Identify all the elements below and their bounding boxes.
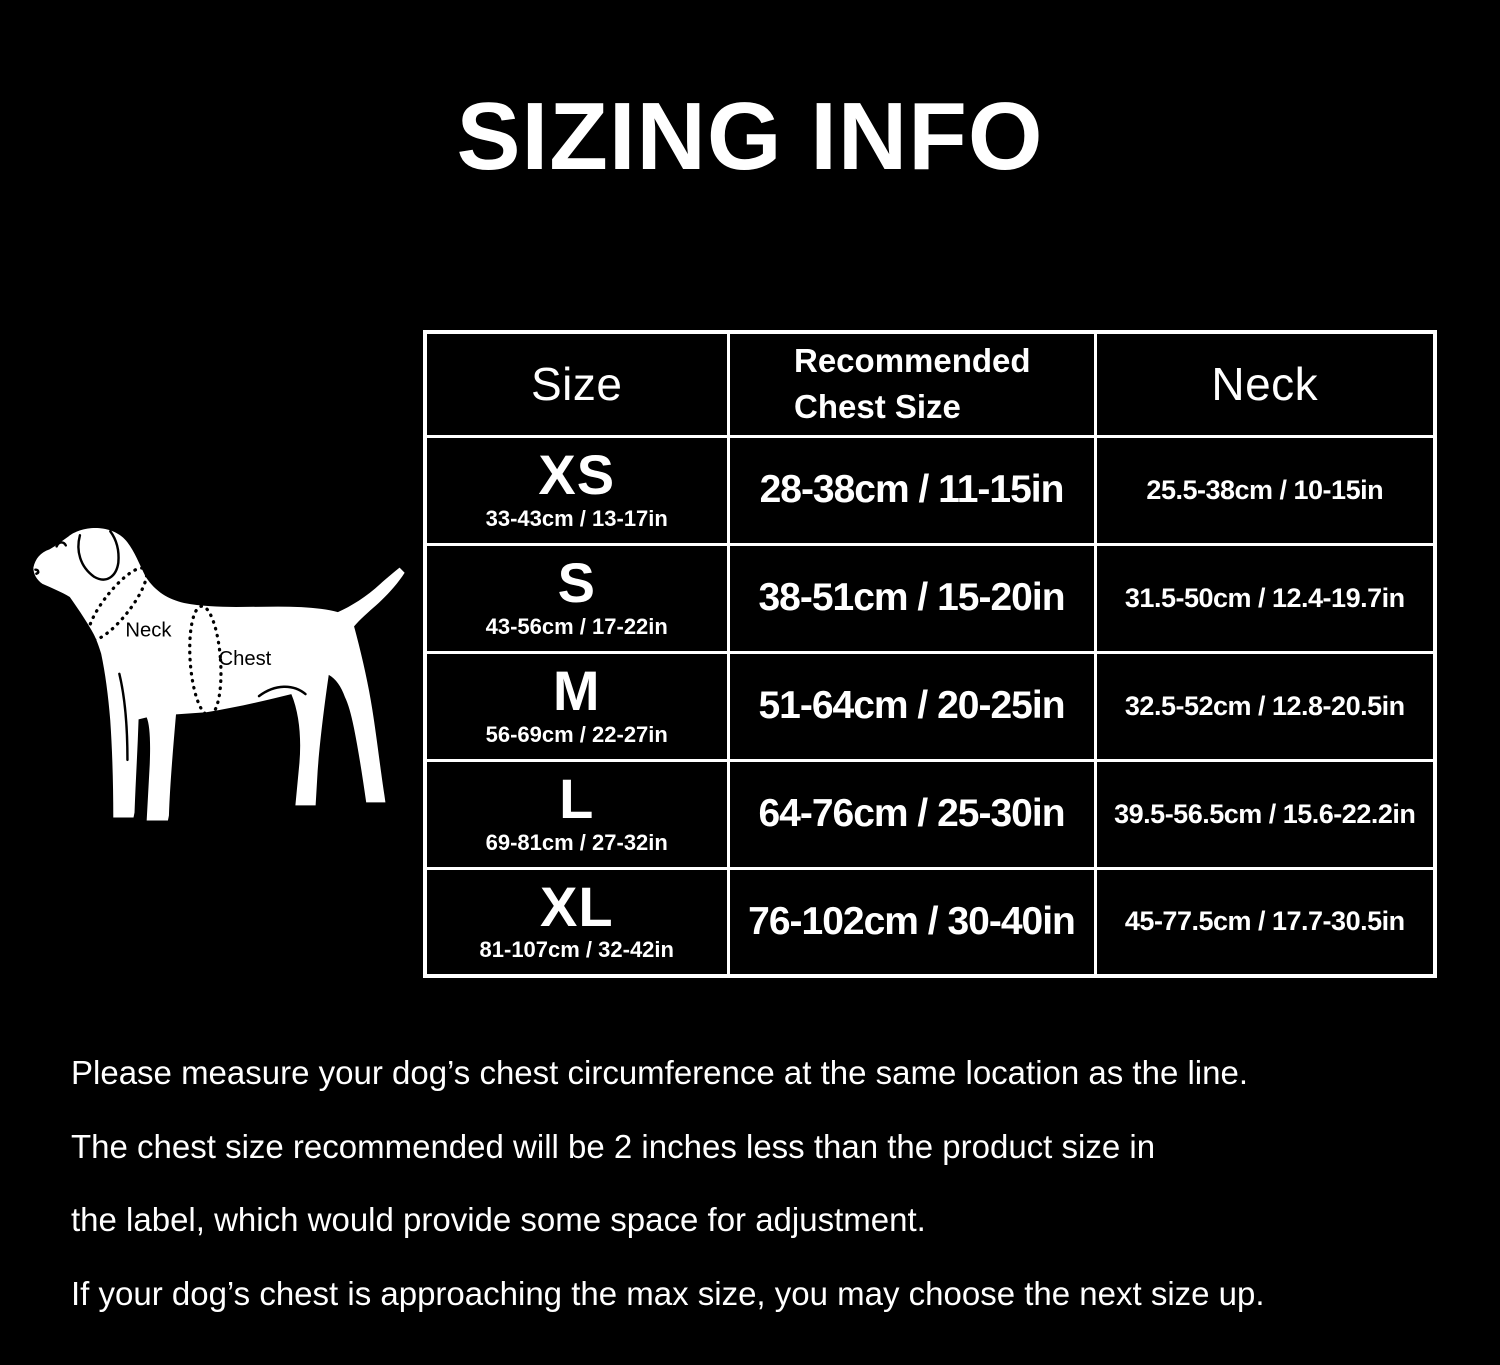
- neck-cell: 45-77.5cm / 17.7-30.5in: [1093, 866, 1437, 978]
- dog-measurement-diagram: Neck Chest: [16, 512, 421, 947]
- chest-size-cell: 64-76cm / 25-30in: [726, 758, 1097, 870]
- size-sub-label: 81-107cm / 32-42in: [479, 937, 674, 963]
- chest-size-value: 28-38cm / 11-15in: [759, 468, 1065, 511]
- size-cell: L 69-81cm / 27-32in: [423, 758, 730, 870]
- table-row: S 43-56cm / 17-22in 38-51cm / 15-20in 31…: [423, 542, 1437, 654]
- chest-size-cell: 76-102cm / 30-40in: [726, 866, 1097, 978]
- size-cell: XS 33-43cm / 13-17in: [423, 434, 730, 546]
- chest-size-cell: 28-38cm / 11-15in: [726, 434, 1097, 546]
- neck-cell: 25.5-38cm / 10-15in: [1093, 434, 1437, 546]
- table-row: XS 33-43cm / 13-17in 28-38cm / 11-15in 2…: [423, 434, 1437, 546]
- column-header-chest: Recommended Chest Size: [726, 330, 1097, 438]
- size-sub-label: 43-56cm / 17-22in: [485, 613, 668, 639]
- notes-block: Please measure your dog’s chest circumfe…: [71, 1036, 1481, 1330]
- neck-value: 45-77.5cm / 17.7-30.5in: [1124, 906, 1405, 937]
- page-title: SIZING INFO: [456, 83, 1044, 190]
- size-label: XS: [538, 443, 616, 507]
- column-header-size: Size: [423, 330, 730, 438]
- column-header-neck: Neck: [1093, 330, 1437, 438]
- size-label: XL: [539, 875, 614, 939]
- neck-cell: 39.5-56.5cm / 15.6-22.2in: [1093, 758, 1437, 870]
- neck-cell: 31.5-50cm / 12.4-19.7in: [1093, 542, 1437, 654]
- note-line: If your dog’s chest is approaching the m…: [71, 1274, 1265, 1312]
- neck-value: 25.5-38cm / 10-15in: [1146, 474, 1384, 505]
- size-cell: XL 81-107cm / 32-42in: [423, 866, 730, 978]
- neck-cell: 32.5-52cm / 12.8-20.5in: [1093, 650, 1437, 762]
- size-sub-label: 69-81cm / 27-32in: [485, 829, 668, 855]
- column-header-chest-label: Recommended Chest Size: [794, 342, 1031, 426]
- chest-measure-line: [188, 604, 223, 717]
- note-line: Please measure your dog’s chest circumfe…: [71, 1054, 1249, 1091]
- dog-nose-detail: [34, 568, 40, 575]
- dog-ear: [77, 530, 120, 581]
- size-label: L: [559, 767, 595, 831]
- note-line: The chest size recommended will be 2 inc…: [71, 1127, 1156, 1165]
- size-sub-label: 33-43cm / 13-17in: [485, 505, 668, 531]
- dog-thigh-line: [257, 685, 307, 698]
- size-label: S: [557, 551, 596, 615]
- column-header-neck-label: Neck: [1211, 358, 1319, 411]
- chest-size-value: 64-76cm / 25-30in: [758, 792, 1065, 835]
- table-row: XL 81-107cm / 32-42in 76-102cm / 30-40in…: [423, 866, 1437, 978]
- chest-label: Chest: [218, 648, 271, 670]
- chest-size-value: 38-51cm / 15-20in: [758, 576, 1065, 619]
- note-line: the label, which would provide some spac…: [71, 1201, 926, 1238]
- table-row: L 69-81cm / 27-32in 64-76cm / 25-30in 39…: [423, 758, 1437, 870]
- size-cell: S 43-56cm / 17-22in: [423, 542, 730, 654]
- neck-measure-line: [86, 566, 149, 642]
- sizing-table: Size Recommended Chest Size Neck XS 33-4…: [423, 330, 1437, 978]
- neck-value: 31.5-50cm / 12.4-19.7in: [1124, 582, 1405, 613]
- size-cell: M 56-69cm / 22-27in: [423, 650, 730, 762]
- table-row: M 56-69cm / 22-27in 51-64cm / 20-25in 32…: [423, 650, 1437, 762]
- size-sub-label: 56-69cm / 22-27in: [485, 721, 668, 747]
- dog-eye: [55, 541, 67, 548]
- column-header-size-label: Size: [531, 358, 623, 411]
- table-header-row: Size Recommended Chest Size Neck: [423, 330, 1437, 438]
- neck-value: 39.5-56.5cm / 15.6-22.2in: [1114, 798, 1416, 829]
- chest-size-cell: 38-51cm / 15-20in: [726, 542, 1097, 654]
- chest-size-value: 51-64cm / 20-25in: [758, 684, 1065, 727]
- neck-value: 32.5-52cm / 12.8-20.5in: [1124, 690, 1405, 721]
- chest-size-value: 76-102cm / 30-40in: [748, 899, 1076, 943]
- dog-foreleg-line: [118, 672, 129, 762]
- chest-size-cell: 51-64cm / 20-25in: [726, 650, 1097, 762]
- neck-label: Neck: [125, 619, 172, 641]
- size-label: M: [552, 659, 601, 723]
